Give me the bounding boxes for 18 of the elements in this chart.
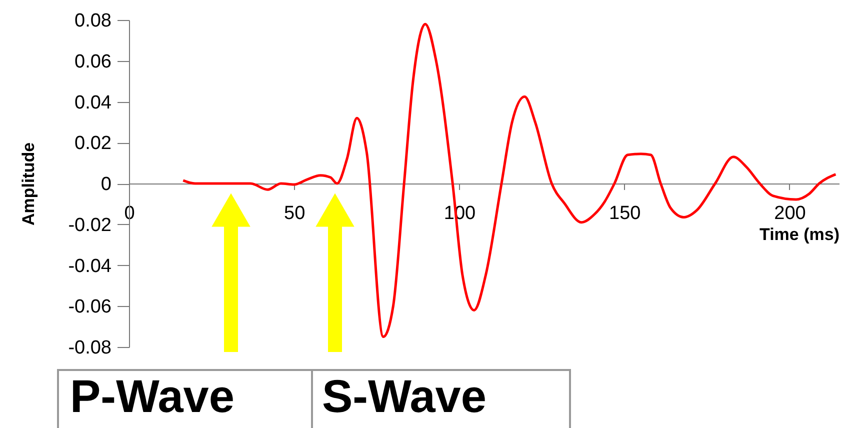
x-tick-label: 150 [608,203,641,224]
text: S-Wave [322,370,486,422]
y-tick-label: 0.08 [74,10,112,32]
x-tick-label: 50 [284,203,306,224]
x-axis-title: Time (ms) [760,225,840,244]
y-tick-label: 0.02 [74,133,112,154]
y-tick-label: -0.06 [68,296,112,318]
x-tick-label: 0 [124,203,135,224]
y-axis-title: Amplitude [19,142,38,226]
y-tick-label: -0.04 [68,256,112,277]
line-series [182,22,837,338]
y-tick-label: 0.06 [74,51,112,72]
y-tick-label: -0.02 [68,214,112,236]
y-tick-label: 0 [100,174,112,195]
text: P-Wave [70,370,234,422]
y-tick-label: -0.08 [68,338,112,358]
y-tick-label: 0.04 [74,92,112,114]
x-tick-label: 200 [774,203,806,224]
